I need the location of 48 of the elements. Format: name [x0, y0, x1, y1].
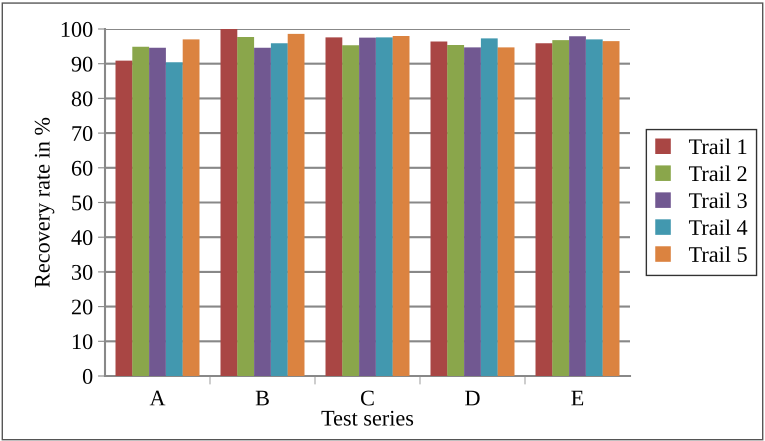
legend-label: Trail 1	[688, 138, 746, 154]
bar	[392, 36, 410, 376]
y-tick-label: 70	[72, 126, 92, 142]
bar	[536, 43, 552, 376]
bar	[342, 45, 360, 376]
x-tick-label: D	[465, 390, 480, 406]
y-axis-title: Recovery rate in %	[34, 118, 54, 288]
bar	[326, 37, 342, 376]
y-tick-label: 40	[71, 230, 92, 246]
bar	[602, 41, 620, 376]
bar	[220, 29, 238, 376]
bar	[132, 46, 150, 376]
x-axis-title: Test series	[321, 410, 414, 426]
bar	[116, 60, 132, 376]
legend-label: Trail 2	[688, 166, 746, 182]
y-tick-label: 10	[72, 334, 92, 350]
y-tick-label: 50	[72, 195, 92, 210]
y-tick-label: 60	[72, 160, 92, 176]
legend-label: Trail 3	[688, 192, 747, 208]
bar	[237, 36, 254, 376]
y-tick-label: 30	[72, 264, 92, 280]
bar	[569, 36, 586, 376]
bar	[376, 37, 393, 376]
bar	[447, 44, 464, 376]
bar	[288, 34, 304, 376]
y-tick-label: 0	[82, 368, 92, 384]
bar	[464, 47, 481, 376]
x-tick-label: B	[256, 390, 269, 406]
bar	[480, 38, 498, 376]
bar	[359, 38, 376, 376]
y-tick-label: 20	[72, 300, 92, 315]
y-tick-label: 90	[72, 56, 92, 72]
bar	[254, 48, 271, 376]
bar	[552, 40, 570, 376]
legend-label: Trail 5	[688, 246, 747, 262]
x-tick-label: E	[571, 390, 584, 406]
bar	[430, 41, 448, 376]
bar	[149, 48, 166, 376]
x-tick-label: A	[150, 390, 166, 406]
legend-label: Trail 4	[688, 219, 748, 236]
bar	[182, 39, 200, 376]
y-tick-label: 80	[72, 91, 92, 106]
bar	[166, 62, 183, 376]
bar	[270, 43, 288, 376]
bar	[586, 39, 603, 376]
bar	[498, 47, 514, 376]
y-tick-label: 100	[62, 22, 92, 37]
x-tick-label: C	[361, 390, 374, 406]
